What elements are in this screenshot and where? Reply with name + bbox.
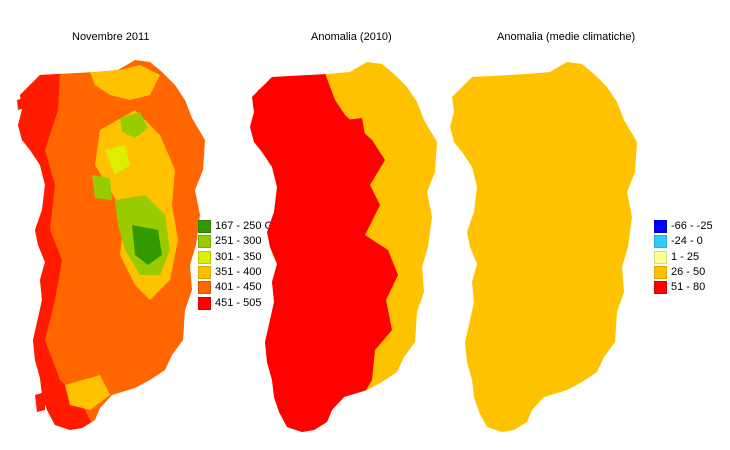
legend-label: 401 - 450 [215, 281, 262, 294]
legend-swatch [654, 235, 667, 249]
legend-item: 451 - 505 [198, 295, 318, 310]
legend-item: -24 - 0 [654, 234, 730, 249]
legend-label: 351 - 400 [215, 266, 262, 279]
legend-item: -66 - -25 [654, 219, 730, 234]
legend-item: 1 - 25 [654, 250, 730, 265]
legend-item: 26 - 50 [654, 265, 730, 280]
legend-label: 1 - 25 [671, 250, 700, 263]
map-anomalia-2010 [250, 62, 437, 432]
legend-label: 51 - 80 [671, 281, 706, 294]
legend-item: 401 - 450 [198, 280, 318, 295]
legend-label: 26 - 50 [671, 266, 706, 279]
map-anomalia-climatiche [450, 62, 637, 432]
legend-label: -24 - 0 [671, 235, 703, 248]
legend-label: -66 - -25 [671, 220, 713, 233]
legend-label: 251 - 300 [215, 235, 262, 248]
legend-swatch [198, 266, 211, 280]
legend-item: 351 - 400 [198, 265, 318, 280]
map-novembre-2011 [17, 60, 205, 430]
legend-label: 451 - 505 [215, 296, 262, 309]
legend-swatch [198, 235, 211, 249]
legend-novembre: 167 - 250 GDD 251 - 300 301 - 350 351 - … [198, 219, 318, 311]
legend-swatch [198, 250, 211, 264]
legend-item: 251 - 300 [198, 234, 318, 249]
legend-swatch [654, 281, 667, 295]
map-title-novembre: Novembre 2011 [72, 31, 150, 43]
legend-swatch [198, 296, 211, 310]
legend-swatch [654, 220, 667, 234]
map-title-anomalia-climatiche: Anomalia (medie climatiche) [497, 31, 636, 43]
legend-item: 51 - 80 [654, 280, 730, 295]
legend-item: 301 - 350 [198, 250, 318, 265]
legend-label: 301 - 350 [215, 250, 262, 263]
legend-anomalia-climatiche: -66 - -25 -24 - 0 1 - 25 26 - 50 51 - 80 [654, 219, 730, 295]
legend-swatch [198, 220, 211, 234]
legend-swatch [198, 281, 211, 295]
legend-swatch [654, 250, 667, 264]
map-title-anomalia-2010: Anomalia (2010) [311, 31, 392, 43]
legend-swatch [654, 266, 667, 280]
